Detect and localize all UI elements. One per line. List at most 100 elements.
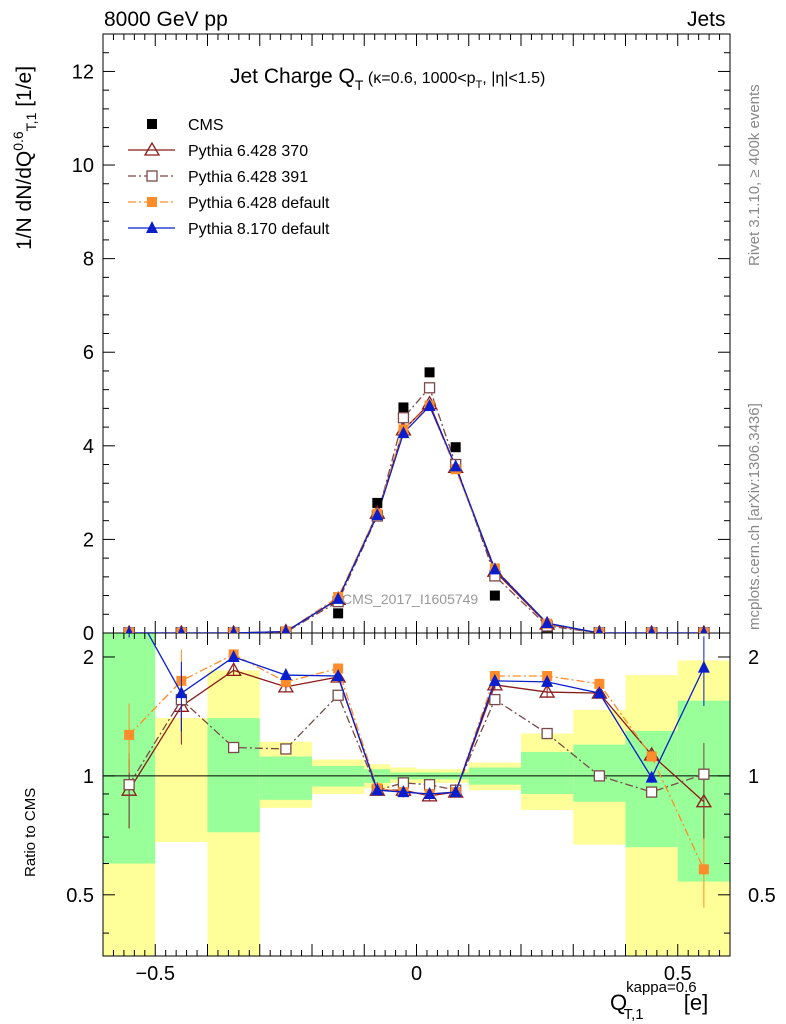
main-point-series-4: [423, 399, 436, 412]
y-tick-label-main: 0: [83, 623, 94, 645]
ratio-band-inner: [259, 756, 312, 800]
ratio-point-series-1: [538, 683, 556, 698]
ratio-point-series-1: [225, 662, 242, 677]
y-tick-label-ratio-right: 2: [748, 647, 759, 669]
main-point-series-0: [424, 367, 435, 378]
ratio-point-series-3: [698, 864, 709, 875]
ratio-point-series-4: [488, 673, 501, 686]
x-tick-label: 0.5: [664, 963, 692, 985]
y-tick-label-main: 2: [83, 529, 94, 551]
header-energy-label: 8000 GeV pp: [104, 8, 228, 31]
main-point-series-0: [450, 442, 461, 453]
y-tick-label-main: 10: [72, 155, 94, 177]
legend-label: Pythia 8.170 default: [188, 221, 330, 238]
ratio-point-series-4: [332, 669, 345, 682]
ratio-point-series-3: [124, 729, 135, 740]
main-panel-series: [123, 367, 710, 633]
legend-marker: [143, 141, 161, 156]
y-tick-label-ratio: 1: [83, 766, 94, 788]
y-tick-label-ratio-right: 1: [748, 766, 759, 788]
main-point-series-0: [398, 402, 409, 413]
mcplots-source-label: mcplots.cern.ch [arXiv:1306.3436]: [746, 403, 763, 630]
legend-marker: [146, 221, 158, 233]
ratio-point-series-4: [645, 770, 658, 783]
main-point-series-4: [230, 626, 238, 633]
ratio-point-series-4: [123, 592, 135, 604]
ratio-point-series-2: [698, 768, 710, 780]
main-point-series-4: [595, 626, 603, 633]
main-point-series-2: [423, 382, 436, 394]
ratio-point-series-4: [697, 660, 710, 673]
ratio-point-series-4: [423, 786, 436, 799]
ratio-point-series-2: [123, 779, 135, 791]
main-point-series-4: [648, 626, 656, 633]
ratio-uncertainty-bands: [103, 633, 730, 956]
y-axis-label-ratio: Ratio to CMS: [22, 787, 39, 877]
ratio-line-series-4: [147, 633, 705, 795]
x-tick-label: −0.5: [136, 963, 175, 985]
header-process-label: Jets: [687, 8, 726, 31]
y-tick-label-main: 12: [72, 61, 94, 83]
ratio-point-series-2: [645, 786, 658, 798]
y-tick-label-main: 6: [83, 342, 94, 364]
ratio-point-series-3: [646, 751, 657, 762]
ratio-point-series-2: [332, 689, 344, 701]
legend-label: Pythia 6.428 391: [188, 169, 308, 186]
legend: CMS Pythia 6.428 370 Pythia 6.428 391 Pythi…: [128, 117, 330, 238]
main-point-series-4: [125, 626, 133, 633]
ratio-point-series-4: [449, 785, 462, 798]
ratio-point-series-4: [593, 686, 606, 699]
ratio-point-series-4: [397, 785, 410, 798]
ratio-band-inner: [207, 718, 260, 833]
legend-marker: [147, 119, 157, 129]
chart-title: Jet Charge QT (κ=0.6, 1000<pT, |η|<1.5): [230, 65, 545, 93]
ratio-line-series-2: [128, 694, 705, 793]
main-point-series-4: [371, 508, 384, 521]
legend-label: Pythia 6.428 370: [188, 143, 308, 160]
main-point-series-4: [281, 624, 291, 633]
ratio-point-series-4: [175, 686, 188, 699]
rivet-version-label: Rivet 3.1.10, ≥ 400k events: [746, 84, 763, 266]
main-point-series-4: [449, 459, 462, 472]
main-point-series-4: [541, 616, 554, 629]
ratio-point-series-4: [371, 783, 384, 796]
main-point-series-4: [177, 626, 185, 633]
y-tick-label-main: 4: [83, 436, 94, 458]
ratio-point-series-4: [279, 668, 292, 681]
ratio-point-series-2: [541, 727, 553, 740]
legend-marker: [147, 197, 157, 207]
y-axis-label-main: 1/N dN/dQ0.6T,1 [1/e]: [10, 65, 40, 250]
main-point-series-0: [333, 608, 344, 619]
main-point-series-4: [332, 591, 345, 604]
main-point-series-4: [488, 562, 501, 575]
ratio-point-series-2: [227, 741, 240, 754]
main-point-series-0: [372, 497, 383, 508]
y-tick-label-ratio-right: 0.5: [748, 885, 776, 907]
ratio-point-series-2: [280, 743, 292, 755]
legend-marker: [146, 170, 158, 182]
main-point-series-2: [397, 412, 410, 424]
analysis-watermark: CMS_2017_I1605749: [342, 591, 478, 607]
ratio-point-series-4: [541, 674, 554, 687]
x-tick-label: 0: [411, 963, 422, 985]
ratio-point-series-3: [594, 678, 605, 689]
ratio-point-series-3: [280, 676, 291, 687]
legend-label: Pythia 6.428 default: [188, 195, 330, 212]
y-tick-label-main: 8: [83, 249, 94, 271]
main-point-series-0: [489, 590, 500, 601]
ratio-point-series-2: [489, 693, 501, 706]
ratio-point-series-2: [593, 770, 606, 782]
main-point-series-4: [700, 626, 708, 633]
y-tick-label-ratio: 2: [83, 647, 94, 669]
legend-label: CMS: [188, 117, 224, 134]
ratio-point-series-4: [227, 649, 240, 662]
main-point-series-4: [397, 426, 410, 439]
ratio-point-series-3: [333, 663, 344, 674]
x-axis-label: Qkappa=0.6 T,1 [e]: [610, 979, 708, 1023]
main-line-series-4: [129, 404, 704, 633]
ratio-panel-series: [120, 592, 713, 908]
y-tick-label-ratio: 0.5: [66, 885, 94, 907]
ratio-band-inner: [521, 751, 574, 794]
